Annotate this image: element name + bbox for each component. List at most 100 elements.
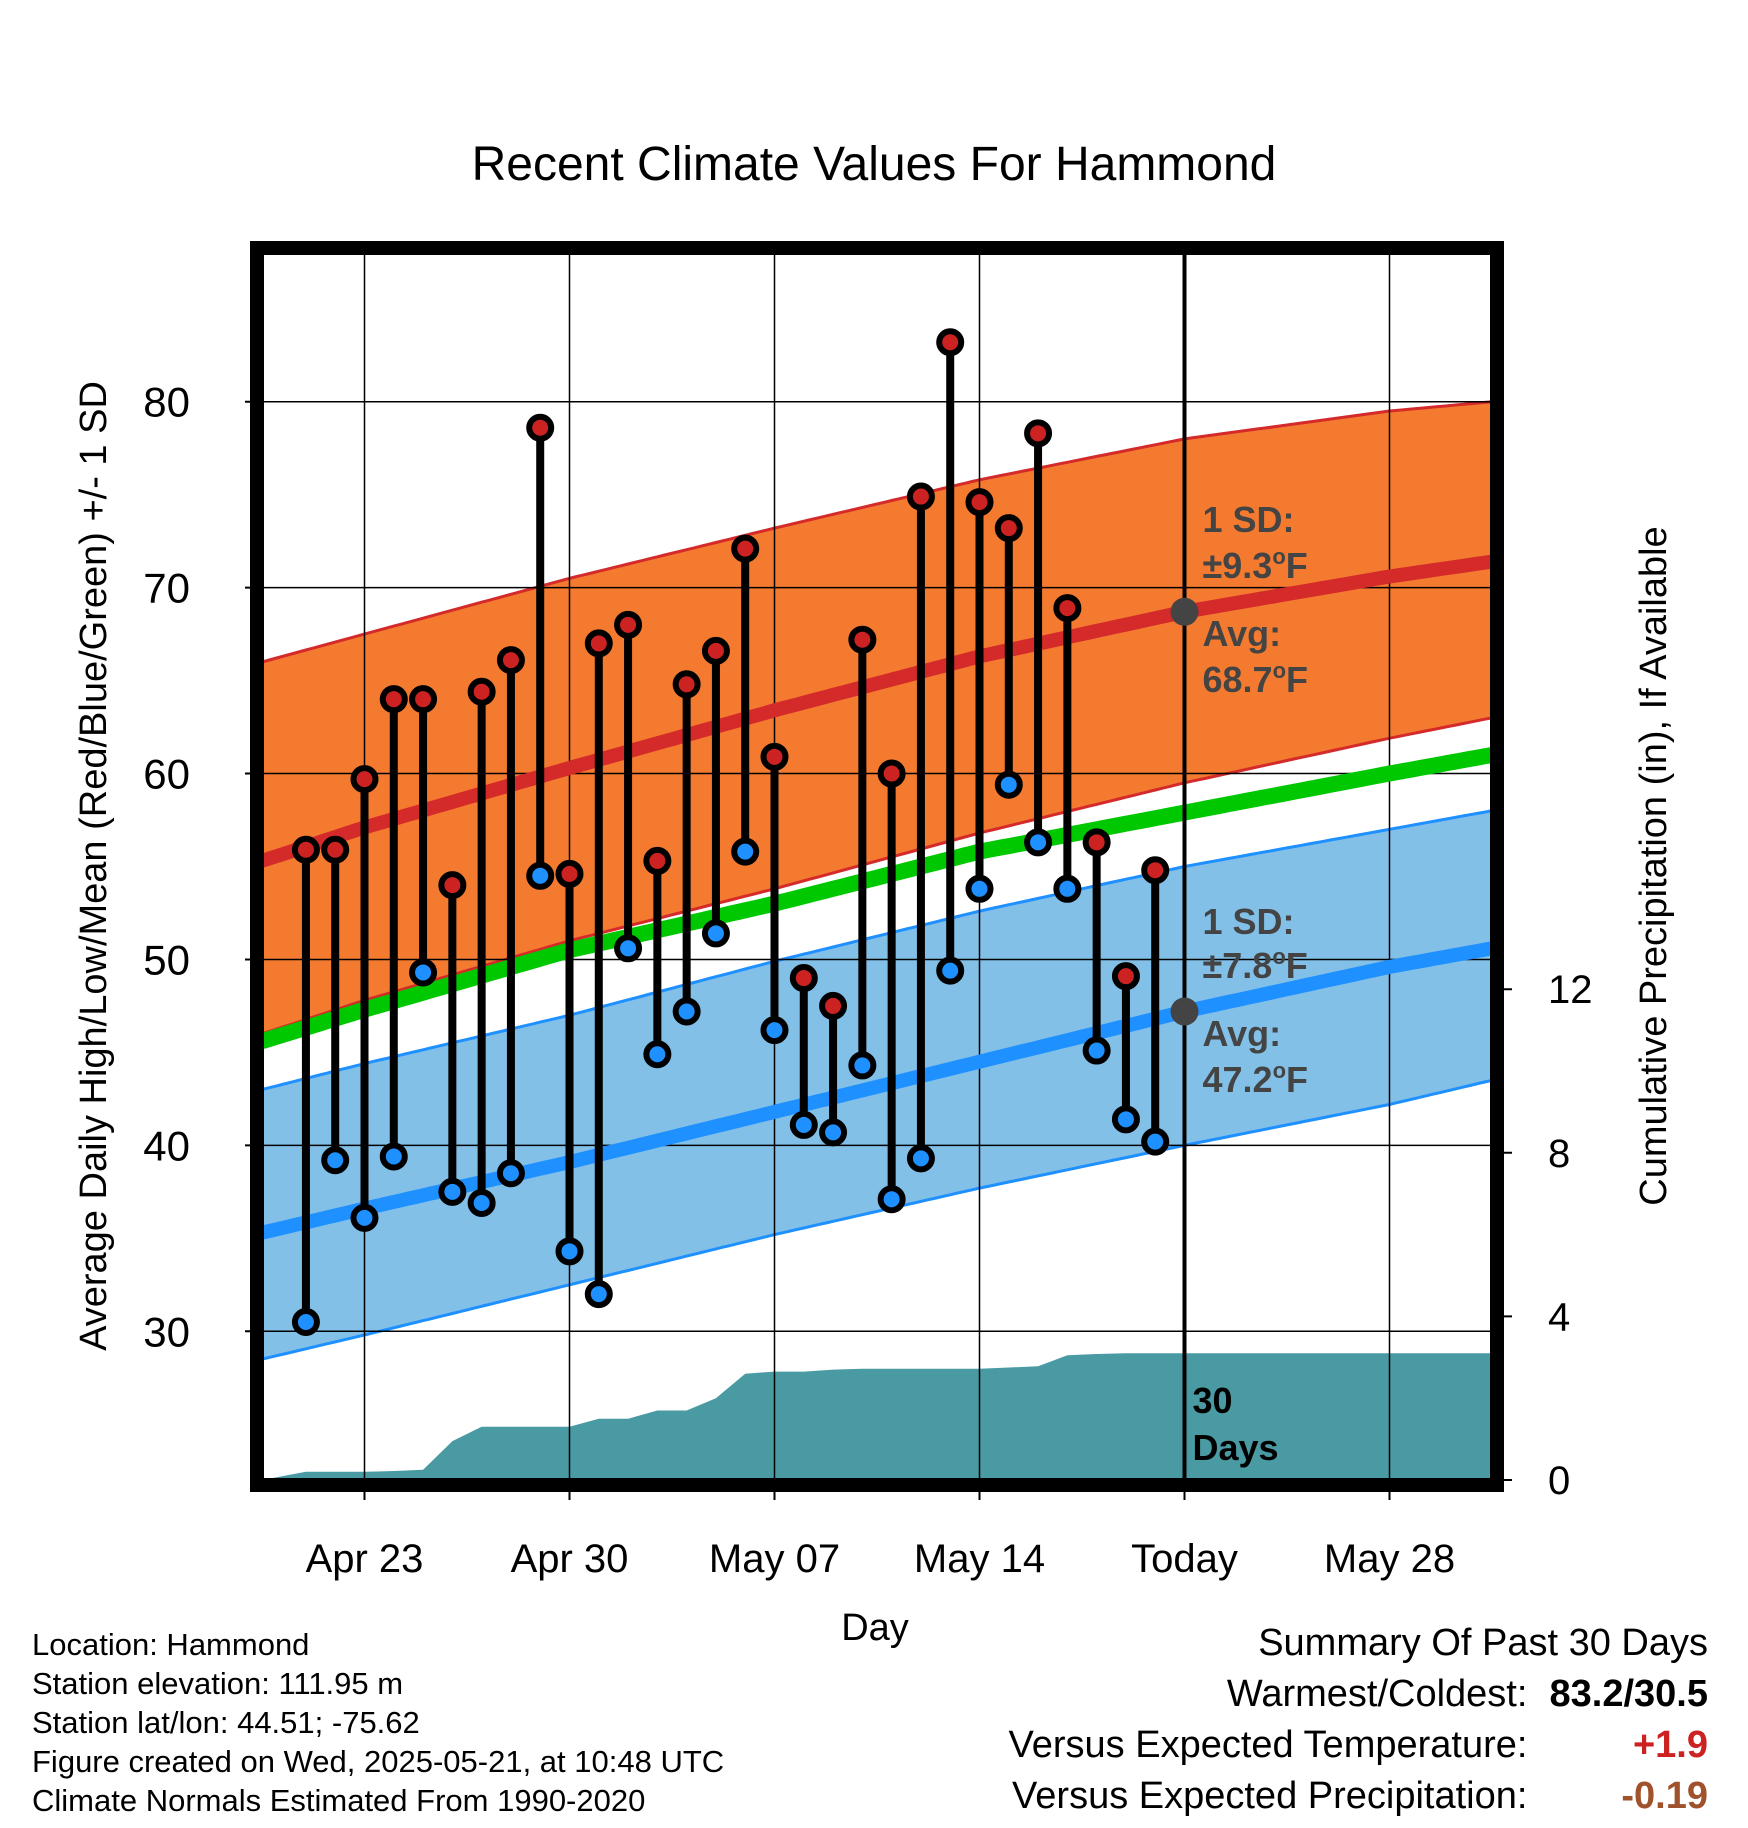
high-sd-label: 1 SD:: [1203, 499, 1295, 540]
daily-high-point: [643, 846, 672, 875]
daily-low-point: [1141, 1127, 1170, 1156]
x-axis-label: Day: [841, 1607, 909, 1649]
y-tick-label: 80: [143, 379, 190, 426]
today-low-avg-point: [1170, 997, 1199, 1026]
daily-high-point: [438, 871, 467, 900]
x-tick-label: Apr 23: [306, 1537, 424, 1581]
station-info: Location: Hammond Station elevation: 111…: [32, 1625, 724, 1820]
mean-normal-line: [262, 747, 1492, 1049]
daily-high-point: [409, 685, 438, 714]
daily-high-point: [555, 859, 584, 888]
precip-anomaly-label: Versus Expected Precipitation:: [1012, 1775, 1528, 1817]
daily-low-point: [584, 1280, 613, 1309]
x-tick-label: Apr 30: [511, 1537, 629, 1581]
low-avg-label: Avg:: [1203, 1013, 1282, 1054]
daily-low-point: [1053, 874, 1082, 903]
precip-anomaly-value: -0.19: [1621, 1775, 1708, 1817]
daily-low-point: [701, 919, 730, 948]
summary-row-warmest: Warmest/Coldest: 83.2/30.5: [1009, 1669, 1708, 1720]
high-avg-label: Avg:: [1203, 613, 1282, 654]
y2-axis-label: Cumulative Precipitation (in), If Availa…: [1633, 526, 1675, 1205]
daily-high-point: [936, 328, 965, 357]
daily-high-point: [994, 514, 1023, 543]
y2-tick-label: 8: [1548, 1132, 1570, 1176]
y-axis-label: Average Daily High/Low/Mean (Red/Blue/Gr…: [73, 381, 115, 1351]
daily-high-point: [848, 625, 877, 654]
y-tick-label: 60: [143, 751, 190, 798]
high-normal-line: [262, 554, 1492, 868]
high-sd-upper-line: [262, 400, 1492, 664]
chart-title: Recent Climate Values For Hammond: [472, 138, 1277, 191]
x-tick-label: May 07: [709, 1537, 840, 1581]
low-avg-value: 47.2oF: [1203, 1058, 1309, 1100]
daily-high-point: [467, 677, 496, 706]
daily-high-point: [496, 646, 525, 675]
daily-low-point: [467, 1188, 496, 1217]
low-sd-upper-line: [262, 809, 1492, 1092]
daily-low-point: [819, 1118, 848, 1147]
y-tick-label: 70: [143, 565, 190, 612]
y-tick-label: 50: [143, 936, 190, 983]
warmest-coldest-label: Warmest/Coldest:: [1226, 1673, 1528, 1715]
daily-low-point: [789, 1110, 818, 1139]
daily-high-point: [379, 685, 408, 714]
daily-low-point: [848, 1051, 877, 1080]
daily-low-point: [994, 770, 1023, 799]
daily-high-point: [1111, 962, 1140, 991]
latlon-text: Station lat/lon: 44.51; -75.62: [32, 1705, 420, 1740]
low-sd-lower-line: [262, 1078, 1492, 1361]
daily-high-point: [701, 636, 730, 665]
location-text: Location: Hammond: [32, 1627, 310, 1662]
daily-low-point: [496, 1159, 525, 1188]
daily-low-point: [760, 1016, 789, 1045]
today-days-number: 30: [1193, 1380, 1233, 1421]
daily-high-point: [819, 991, 848, 1020]
precip-area: [262, 1353, 1492, 1480]
daily-low-point: [672, 997, 701, 1026]
daily-high-point: [526, 413, 555, 442]
daily-low-point: [1111, 1105, 1140, 1134]
daily-low-point: [555, 1237, 584, 1266]
daily-low-point: [409, 958, 438, 987]
daily-low-point: [877, 1185, 906, 1214]
today-high-avg-point: [1170, 597, 1199, 626]
daily-low-point: [526, 861, 555, 890]
normals-text: Climate Normals Estimated From 1990-2020: [32, 1783, 646, 1818]
summary-row-temp: Versus Expected Temperature: +1.9: [1009, 1720, 1708, 1771]
warmest-coldest-value: 83.2/30.5: [1549, 1673, 1708, 1715]
y2-tick-label: 0: [1548, 1459, 1570, 1503]
daily-low-point: [936, 956, 965, 985]
daily-high-point: [1141, 856, 1170, 885]
daily-high-point: [965, 488, 994, 517]
daily-low-point: [291, 1307, 320, 1336]
summary-row-precip: Versus Expected Precipitation: -0.19: [1009, 1771, 1708, 1822]
temp-anomaly-label: Versus Expected Temperature:: [1008, 1724, 1528, 1766]
high-avg-value: 68.7oF: [1203, 658, 1309, 700]
daily-high-point: [731, 534, 760, 563]
high-sd-value: ±9.3oF: [1203, 544, 1308, 586]
daily-low-point: [643, 1040, 672, 1069]
daily-high-point: [321, 835, 350, 864]
daily-high-point: [1053, 594, 1082, 623]
elevation-text: Station elevation: 111.95 m: [32, 1666, 404, 1701]
x-tick-label: May 14: [914, 1537, 1045, 1581]
daily-high-point: [906, 482, 935, 511]
daily-high-point: [614, 610, 643, 639]
summary-panel: Summary Of Past 30 Days Warmest/Coldest:…: [1009, 1618, 1708, 1822]
daily-low-point: [1082, 1036, 1111, 1065]
daily-low-point: [965, 874, 994, 903]
summary-title: Summary Of Past 30 Days: [1258, 1622, 1708, 1664]
daily-low-point: [1024, 828, 1053, 857]
daily-low-point: [379, 1142, 408, 1171]
daily-high-point: [789, 964, 818, 993]
x-tick-label: May 28: [1324, 1537, 1455, 1581]
daily-low-point: [614, 934, 643, 963]
daily-high-point: [1024, 419, 1053, 448]
high-sd-lower-line: [262, 716, 1492, 1036]
daily-low-point: [731, 837, 760, 866]
today-days-word: Days: [1193, 1427, 1279, 1468]
low-sd-value: ±7.8oF: [1203, 944, 1308, 986]
low-normal-line: [262, 941, 1492, 1240]
y2-tick-label: 12: [1548, 968, 1593, 1012]
